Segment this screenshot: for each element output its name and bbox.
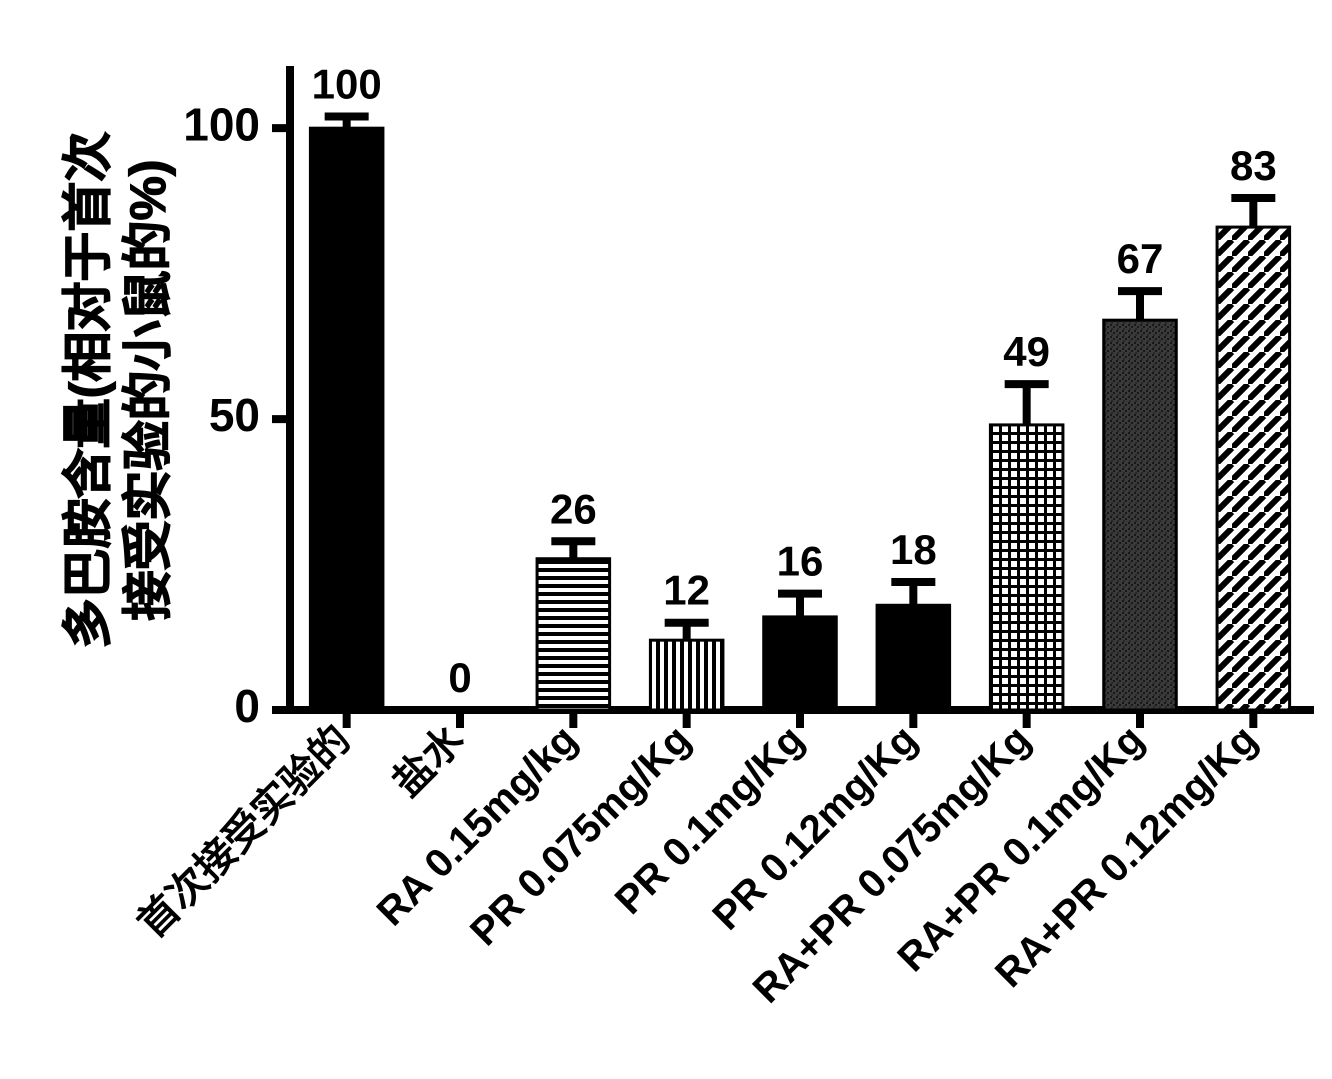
bar-value-label: 12 — [663, 567, 710, 614]
y-tick-label: 0 — [234, 680, 260, 732]
bar — [877, 605, 950, 710]
bar — [310, 128, 383, 710]
bar — [764, 617, 837, 710]
bar-value-label: 67 — [1117, 235, 1164, 282]
y-axis-label: 接受实验的小鼠的%) — [120, 159, 176, 620]
bar — [990, 425, 1063, 710]
bar-value-label: 16 — [777, 538, 824, 585]
dopamine-bar-chart: 050100多巴胺含量(相对于首次接受实验的小鼠的%)100首次接受实验的0盐水… — [0, 0, 1332, 1079]
bar — [650, 640, 723, 710]
bar-value-label: 100 — [312, 61, 382, 108]
y-tick-label: 50 — [209, 389, 260, 441]
y-tick-label: 100 — [183, 98, 260, 150]
bar-value-label: 26 — [550, 485, 597, 532]
bar-value-label: 83 — [1230, 142, 1277, 189]
bar — [1104, 320, 1177, 710]
bar-value-label: 0 — [448, 654, 471, 701]
bar — [1217, 227, 1290, 710]
bar-value-label: 18 — [890, 526, 937, 573]
bar-value-label: 49 — [1003, 328, 1050, 375]
y-axis-label: 多巴胺含量(相对于首次 — [60, 132, 116, 649]
bar — [537, 559, 610, 710]
